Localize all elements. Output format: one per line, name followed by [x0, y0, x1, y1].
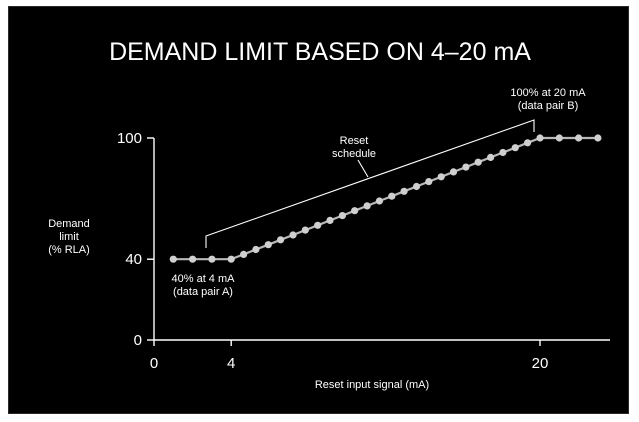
data-point — [462, 163, 470, 171]
x-axis-label: Reset input signal (mA) — [315, 379, 429, 391]
data-point — [437, 173, 445, 181]
data-point — [412, 182, 421, 191]
series-line — [173, 136, 598, 261]
y-axis-label-line-1: Demand — [48, 218, 90, 230]
data-point — [474, 158, 482, 166]
data-point — [449, 168, 458, 176]
x-tick-label: 0 — [150, 355, 158, 372]
data-point — [575, 134, 583, 142]
data-point — [264, 241, 272, 249]
data-point — [536, 134, 544, 142]
data-point — [289, 231, 297, 239]
data-point — [363, 202, 371, 210]
data-point — [511, 144, 519, 152]
data-point — [169, 255, 177, 263]
reset-schedule-leader — [357, 159, 369, 178]
x-tick-label: 20 — [532, 355, 549, 372]
x-tick-label: 4 — [227, 355, 235, 372]
chart-panel — [8, 6, 629, 414]
y-tick-label: 0 — [134, 332, 142, 349]
series-demand-limit — [169, 134, 602, 263]
annotation-reset-schedule-line-1: Reset — [340, 135, 369, 147]
data-point — [425, 178, 433, 186]
annotation-data-pair-b-line-2: (data pair B) — [518, 100, 579, 112]
y-tick-label: 40 — [125, 251, 142, 268]
chart-title: DEMAND LIMIT BASED ON 4–20 mA — [109, 38, 531, 66]
annotation-data-pair-b-line-1: 100% at 20 mA — [510, 87, 586, 99]
annotation-reset-schedule-line-2: schedule — [332, 148, 376, 160]
data-point — [388, 192, 396, 200]
data-point — [189, 255, 197, 263]
data-point — [301, 226, 309, 234]
data-point — [338, 212, 346, 220]
data-point — [277, 236, 285, 244]
data-point — [375, 197, 383, 205]
data-point — [524, 139, 532, 147]
annotation-data-pair-a-line-1: 40% at 4 mA — [172, 273, 236, 285]
data-point — [326, 216, 334, 224]
data-point — [314, 221, 322, 229]
y-axis-label-line-3: (% RLA) — [48, 244, 90, 256]
reset-schedule-bracket — [205, 119, 535, 248]
data-point — [252, 245, 260, 254]
y-axis-label-line-2: limit — [59, 231, 79, 243]
data-point — [240, 250, 248, 258]
axis-ticks: 0 40 100 0 4 20 — [117, 130, 548, 372]
data-point — [227, 255, 235, 263]
data-point — [208, 255, 216, 263]
y-tick-label: 100 — [117, 130, 142, 147]
data-point — [400, 187, 408, 195]
annotation-data-pair-a-line-2: (data pair A) — [173, 286, 233, 298]
data-point — [555, 134, 563, 142]
data-point — [351, 207, 359, 215]
data-point — [594, 134, 602, 142]
data-point — [487, 153, 495, 161]
data-point — [499, 148, 507, 157]
